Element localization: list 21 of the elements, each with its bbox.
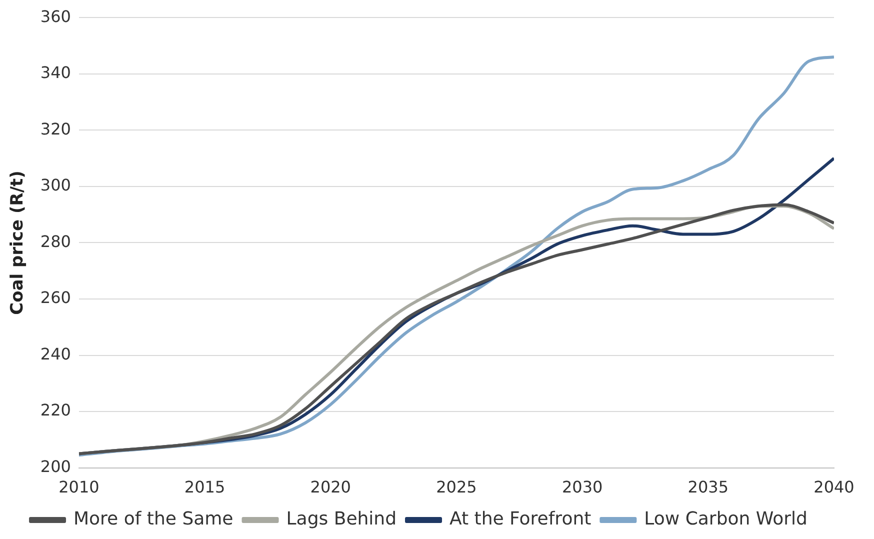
y-tick-label: 260 <box>40 288 71 308</box>
y-tick-label: 200 <box>40 456 71 476</box>
legend-label: More of the Same <box>74 508 234 530</box>
legend-label: At the Forefront <box>450 508 592 530</box>
y-tick-label: 240 <box>40 344 71 364</box>
x-tick-label: 2025 <box>436 478 477 497</box>
y-tick-label: 320 <box>40 119 71 138</box>
y-axis-title: Coal price (R/t) <box>8 170 28 315</box>
y-tick-label: 220 <box>40 400 71 420</box>
x-tick-label: 2035 <box>688 478 729 497</box>
x-tick-label: 2020 <box>310 478 351 497</box>
y-tick-label: 340 <box>40 63 71 82</box>
legend-label: Lags Behind <box>286 508 397 530</box>
x-tick-label: 2015 <box>184 478 226 497</box>
x-tick-label: 2040 <box>814 478 854 497</box>
y-tick-label: 300 <box>40 176 71 195</box>
x-tick-label: 2030 <box>562 478 603 497</box>
y-tick-label: 360 <box>40 6 71 26</box>
y-tick-label: 280 <box>40 232 71 251</box>
legend-label: Low Carbon World <box>644 508 808 530</box>
x-tick-label: 2010 <box>58 478 100 497</box>
